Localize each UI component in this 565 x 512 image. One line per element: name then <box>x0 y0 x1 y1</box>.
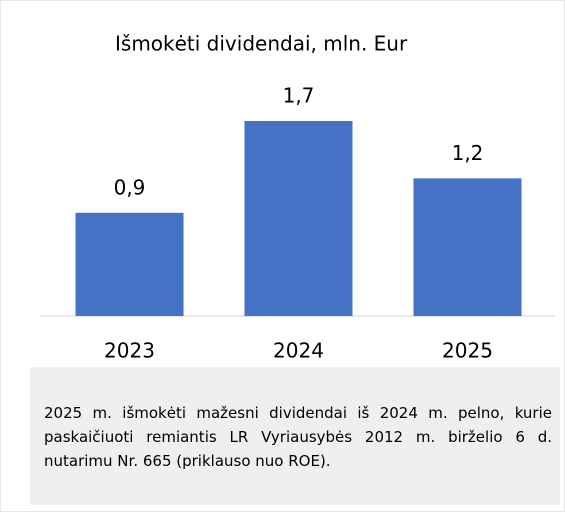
x-tick-label: 2024 <box>273 339 324 363</box>
bar <box>244 121 353 316</box>
x-tick-label: 2025 <box>442 339 493 363</box>
note: 2025 m. išmokėti mažesni dividendai iš 2… <box>30 367 560 505</box>
data-label: 0,9 <box>114 175 146 199</box>
chart-title: Išmokėti dividendai, mln. Eur <box>115 32 408 56</box>
data-label: 1,7 <box>283 84 315 108</box>
bar <box>75 212 184 316</box>
x-tick-label: 2023 <box>104 339 155 363</box>
data-label: 1,2 <box>452 141 484 165</box>
bar <box>413 178 522 316</box>
